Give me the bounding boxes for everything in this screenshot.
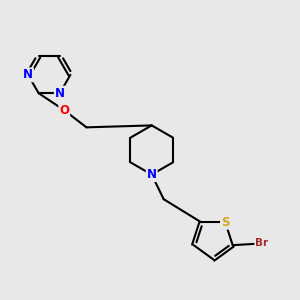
Text: N: N <box>55 87 65 100</box>
Text: N: N <box>23 68 33 81</box>
Text: N: N <box>147 168 157 181</box>
Text: O: O <box>59 104 69 117</box>
Text: S: S <box>221 216 230 229</box>
Text: Br: Br <box>255 238 268 248</box>
